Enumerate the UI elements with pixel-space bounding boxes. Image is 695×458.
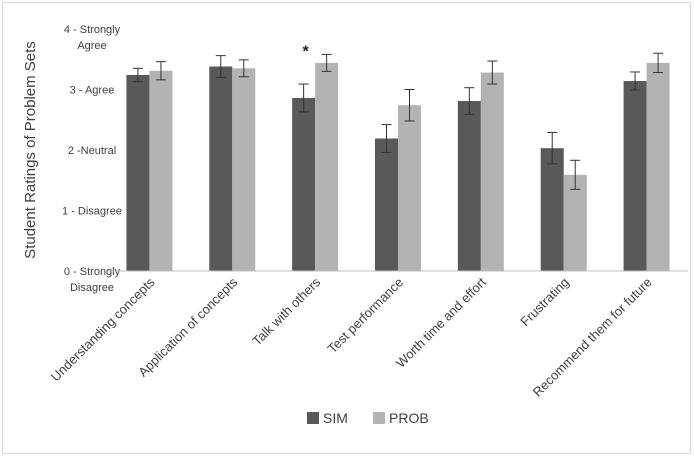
error-bar <box>487 60 498 85</box>
error-bar <box>155 61 166 81</box>
error-bar <box>570 159 581 190</box>
y-tick-label: 3 - Agree <box>70 85 115 97</box>
bar-sim <box>126 74 150 271</box>
legend-swatch <box>373 412 385 424</box>
bar-sim <box>209 66 233 271</box>
y-axis-title: Student Ratings of Problem Sets <box>22 41 39 259</box>
bar-prob <box>398 105 421 271</box>
error-bar <box>238 59 249 78</box>
error-bar <box>321 53 332 72</box>
bar-sim <box>540 148 564 271</box>
error-bar <box>547 131 558 165</box>
error-bar <box>381 124 392 153</box>
bar-prob <box>646 62 670 271</box>
error-bars <box>132 52 664 190</box>
error-bar <box>464 87 475 115</box>
bar-prob <box>232 68 256 271</box>
bar-sim <box>292 97 316 271</box>
legend-label: PROB <box>389 410 429 426</box>
chart-frame <box>2 2 691 454</box>
bar-prob <box>315 62 339 271</box>
legend: SIM PROB <box>307 410 429 426</box>
error-bar <box>298 83 309 113</box>
significance-marker: * <box>303 43 310 60</box>
legend-swatch <box>307 412 319 424</box>
x-tick-label: Talk with others <box>249 274 323 348</box>
x-tick-label: Test performance <box>324 275 406 357</box>
error-bar <box>653 52 664 74</box>
legend-item-sim: SIM <box>307 410 348 426</box>
x-tick-label: Frustrating <box>517 275 572 330</box>
bar-sim <box>457 100 481 272</box>
error-bar <box>404 89 415 122</box>
bars <box>126 62 670 272</box>
error-bar <box>630 71 641 91</box>
bar-sim <box>375 138 398 271</box>
y-tick-label: 2 -Neutral <box>68 145 116 157</box>
y-axis-tick-labels: 0 - Strongly Disagree 1 - Disagree 2 -Neutr… <box>62 24 122 294</box>
annotations: * <box>303 43 310 60</box>
legend-label: SIM <box>323 410 348 426</box>
y-tick-label: 0 - Strongly Disagree <box>64 266 121 294</box>
bar-sim <box>623 81 647 271</box>
legend-item-prob: PROB <box>373 410 429 426</box>
bar-prob <box>563 174 587 271</box>
bar-prob <box>480 72 504 271</box>
bar-prob <box>149 70 173 272</box>
x-tick-label: Worth time and effort <box>393 274 489 370</box>
y-tick-label: 1 - Disagree <box>62 206 122 218</box>
error-bar <box>215 55 226 78</box>
error-bar <box>132 67 143 83</box>
y-tick-label: 4 - Strongly Agree <box>64 24 121 52</box>
